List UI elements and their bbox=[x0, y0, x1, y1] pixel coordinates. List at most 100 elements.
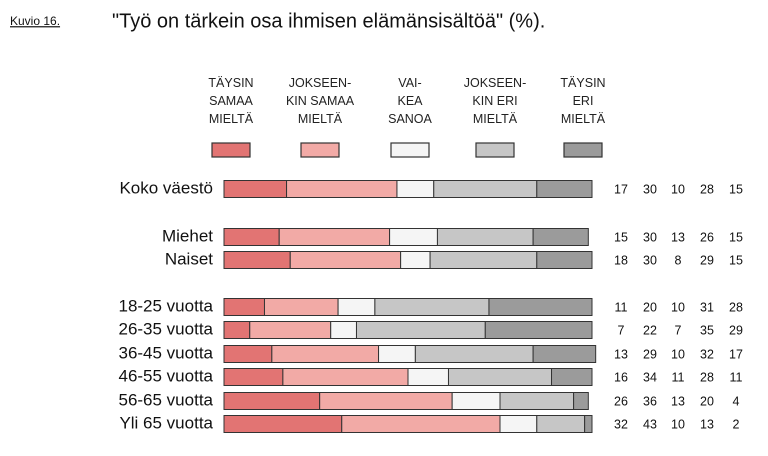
category-label: Koko väestö bbox=[119, 178, 213, 197]
value-label: 29 bbox=[643, 347, 657, 361]
value-label: 35 bbox=[700, 323, 714, 337]
legend-label: TÄYSIN SAMAA MIELTÄ bbox=[208, 76, 254, 126]
bar-segment bbox=[532, 345, 597, 363]
value-label: 26 bbox=[614, 394, 628, 408]
bar-segment bbox=[407, 368, 449, 386]
bar-segment bbox=[389, 228, 438, 246]
bar-segment bbox=[278, 228, 391, 246]
bar-segment bbox=[223, 298, 265, 316]
legend-swatch bbox=[211, 142, 251, 158]
bar-segment bbox=[499, 415, 538, 433]
category-label: Yli 65 vuotta bbox=[119, 413, 213, 432]
bar-segment bbox=[532, 228, 589, 246]
bar-segment bbox=[447, 368, 553, 386]
value-label: 15 bbox=[729, 253, 743, 267]
category-label: 46-55 vuotta bbox=[118, 366, 213, 385]
bar-segment bbox=[484, 321, 593, 339]
bar-segment bbox=[396, 180, 435, 198]
value-label: 17 bbox=[729, 347, 743, 361]
legend-swatch bbox=[475, 142, 515, 158]
bar-segment bbox=[536, 251, 593, 269]
value-label: 15 bbox=[729, 182, 743, 196]
value-label: 11 bbox=[615, 300, 628, 314]
bar-segment bbox=[573, 392, 589, 410]
value-label: 10 bbox=[671, 417, 685, 431]
value-label: 7 bbox=[618, 323, 625, 337]
value-label: 16 bbox=[614, 370, 628, 384]
category-label: Naiset bbox=[165, 249, 213, 268]
value-label: 28 bbox=[729, 300, 743, 314]
value-label: 29 bbox=[729, 323, 743, 337]
bar-segment bbox=[499, 392, 575, 410]
bar-segment bbox=[433, 180, 538, 198]
bar-segment bbox=[223, 251, 291, 269]
value-label: 8 bbox=[675, 253, 682, 267]
value-label: 10 bbox=[671, 347, 685, 361]
legend-swatch bbox=[563, 142, 603, 158]
bar-segment bbox=[282, 368, 409, 386]
value-label: 4 bbox=[733, 394, 740, 408]
bar-segment bbox=[223, 392, 321, 410]
value-label: 43 bbox=[643, 417, 657, 431]
category-label: 26-35 vuotta bbox=[118, 319, 213, 338]
value-label: 22 bbox=[643, 323, 657, 337]
value-label: 20 bbox=[700, 394, 714, 408]
bar-segment bbox=[223, 180, 288, 198]
bar-segment bbox=[289, 251, 402, 269]
value-label: 13 bbox=[700, 417, 714, 431]
value-label: 36 bbox=[643, 394, 657, 408]
value-label: 28 bbox=[700, 182, 714, 196]
value-label: 13 bbox=[671, 394, 685, 408]
value-label: 11 bbox=[672, 370, 685, 384]
value-label: 15 bbox=[729, 230, 743, 244]
value-label: 10 bbox=[671, 300, 685, 314]
value-label: 20 bbox=[643, 300, 657, 314]
bar-segment bbox=[286, 180, 398, 198]
bar-segment bbox=[429, 251, 538, 269]
value-label: 2 bbox=[733, 417, 740, 431]
legend-swatch bbox=[300, 142, 340, 158]
bar-segment bbox=[551, 368, 593, 386]
bar-segment bbox=[263, 298, 339, 316]
legend-swatch bbox=[390, 142, 430, 158]
bar-segment bbox=[271, 345, 380, 363]
value-label: 26 bbox=[700, 230, 714, 244]
bar-segment bbox=[330, 321, 357, 339]
bar-segment bbox=[414, 345, 534, 363]
bar-segment bbox=[400, 251, 431, 269]
bar-segment bbox=[223, 415, 343, 433]
value-label: 30 bbox=[643, 182, 657, 196]
bar-segment bbox=[488, 298, 593, 316]
category-label: 36-45 vuotta bbox=[118, 343, 213, 362]
value-label: 32 bbox=[700, 347, 714, 361]
value-label: 17 bbox=[614, 182, 628, 196]
value-label: 10 bbox=[671, 182, 685, 196]
bar-segment bbox=[584, 415, 593, 433]
value-label: 34 bbox=[643, 370, 657, 384]
bar-segment bbox=[378, 345, 416, 363]
legend-label: TÄYSIN ERI MIELTÄ bbox=[560, 76, 606, 126]
bar-segment bbox=[536, 180, 593, 198]
bar-segment bbox=[374, 298, 490, 316]
value-label: 13 bbox=[671, 230, 685, 244]
bar-segment bbox=[355, 321, 486, 339]
value-label: 18 bbox=[614, 253, 628, 267]
value-label: 7 bbox=[675, 323, 682, 337]
value-label: 15 bbox=[614, 230, 628, 244]
bar-segment bbox=[223, 368, 284, 386]
legend-label: VAI- KEA SANOA bbox=[388, 76, 432, 126]
bar-segment bbox=[341, 415, 501, 433]
chart-title: "Työ on tärkein osa ihmisen elämänsisält… bbox=[112, 10, 545, 32]
bar-segment bbox=[223, 228, 280, 246]
bar-segment bbox=[337, 298, 376, 316]
bar-segment bbox=[451, 392, 501, 410]
legend-label: JOKSEEN- KIN ERI MIELTÄ bbox=[463, 76, 527, 126]
value-label: 32 bbox=[614, 417, 628, 431]
value-label: 30 bbox=[643, 230, 657, 244]
value-label: 11 bbox=[730, 370, 743, 384]
bar-segment bbox=[536, 415, 586, 433]
value-label: 13 bbox=[614, 347, 628, 361]
bar-segment bbox=[249, 321, 332, 339]
